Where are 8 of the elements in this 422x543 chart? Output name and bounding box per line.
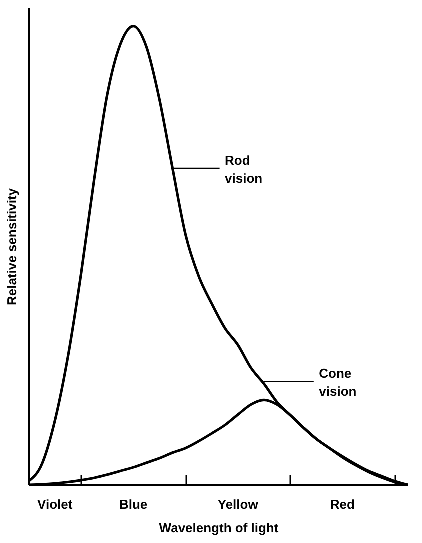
y-axis-title: Relative sensitivity xyxy=(4,188,20,306)
legend-label: Rod vision xyxy=(225,152,263,186)
legend-label: Cone vision xyxy=(319,366,357,400)
x-axis-title: Wavelength of light xyxy=(159,520,280,536)
x-tick-label: Yellow xyxy=(218,497,260,512)
x-tick-label: Blue xyxy=(119,497,148,512)
x-tick-label: Red xyxy=(330,497,355,512)
x-tick-label: Violet xyxy=(38,497,74,512)
